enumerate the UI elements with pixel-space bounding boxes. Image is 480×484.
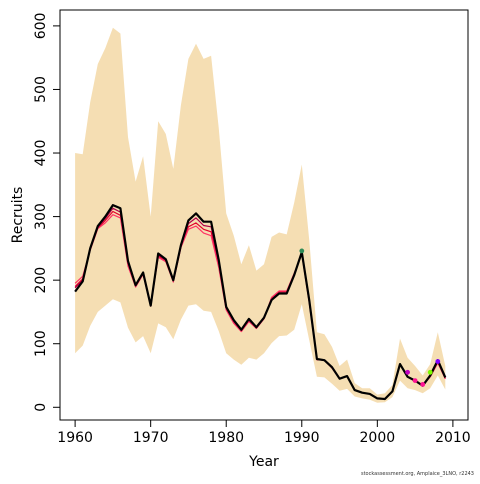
y-axis-label: Recruits (10, 187, 26, 244)
data-point (427, 369, 433, 375)
confidence-band-layer (75, 27, 446, 403)
data-point (299, 248, 305, 254)
x-tick-label: 2010 (435, 430, 471, 446)
y-tick-label: 300 (33, 203, 49, 230)
y-tick-label: 100 (33, 330, 49, 357)
x-tick-label: 1990 (284, 430, 320, 446)
y-tick-label: 0 (33, 403, 49, 412)
x-tick-label: 2000 (360, 430, 396, 446)
data-point (405, 369, 410, 375)
x-tick-label: 1960 (57, 430, 93, 446)
y-tick-label: 600 (33, 13, 49, 40)
data-point (435, 359, 441, 364)
credit-text: stockassessment.org, Amplaice_3LNO, r224… (360, 471, 474, 477)
confidence-band (75, 27, 446, 403)
points-layer (299, 248, 441, 387)
x-tick-label: 1980 (208, 430, 244, 446)
x-tick-label: 1970 (133, 430, 169, 446)
y-tick-label: 500 (33, 76, 49, 103)
x-axis-label: Year (248, 454, 279, 470)
y-tick-label: 400 (33, 140, 49, 167)
x-axis: 1960 1970 1980 1990 2000 2010 (57, 419, 471, 446)
series-line-main (74, 204, 447, 401)
data-point (412, 378, 418, 383)
y-tick-label: 200 (33, 267, 49, 294)
data-point (420, 382, 426, 387)
series-layer (74, 204, 447, 401)
y-axis: 0 100 200 300 400 500 600 (33, 13, 61, 412)
